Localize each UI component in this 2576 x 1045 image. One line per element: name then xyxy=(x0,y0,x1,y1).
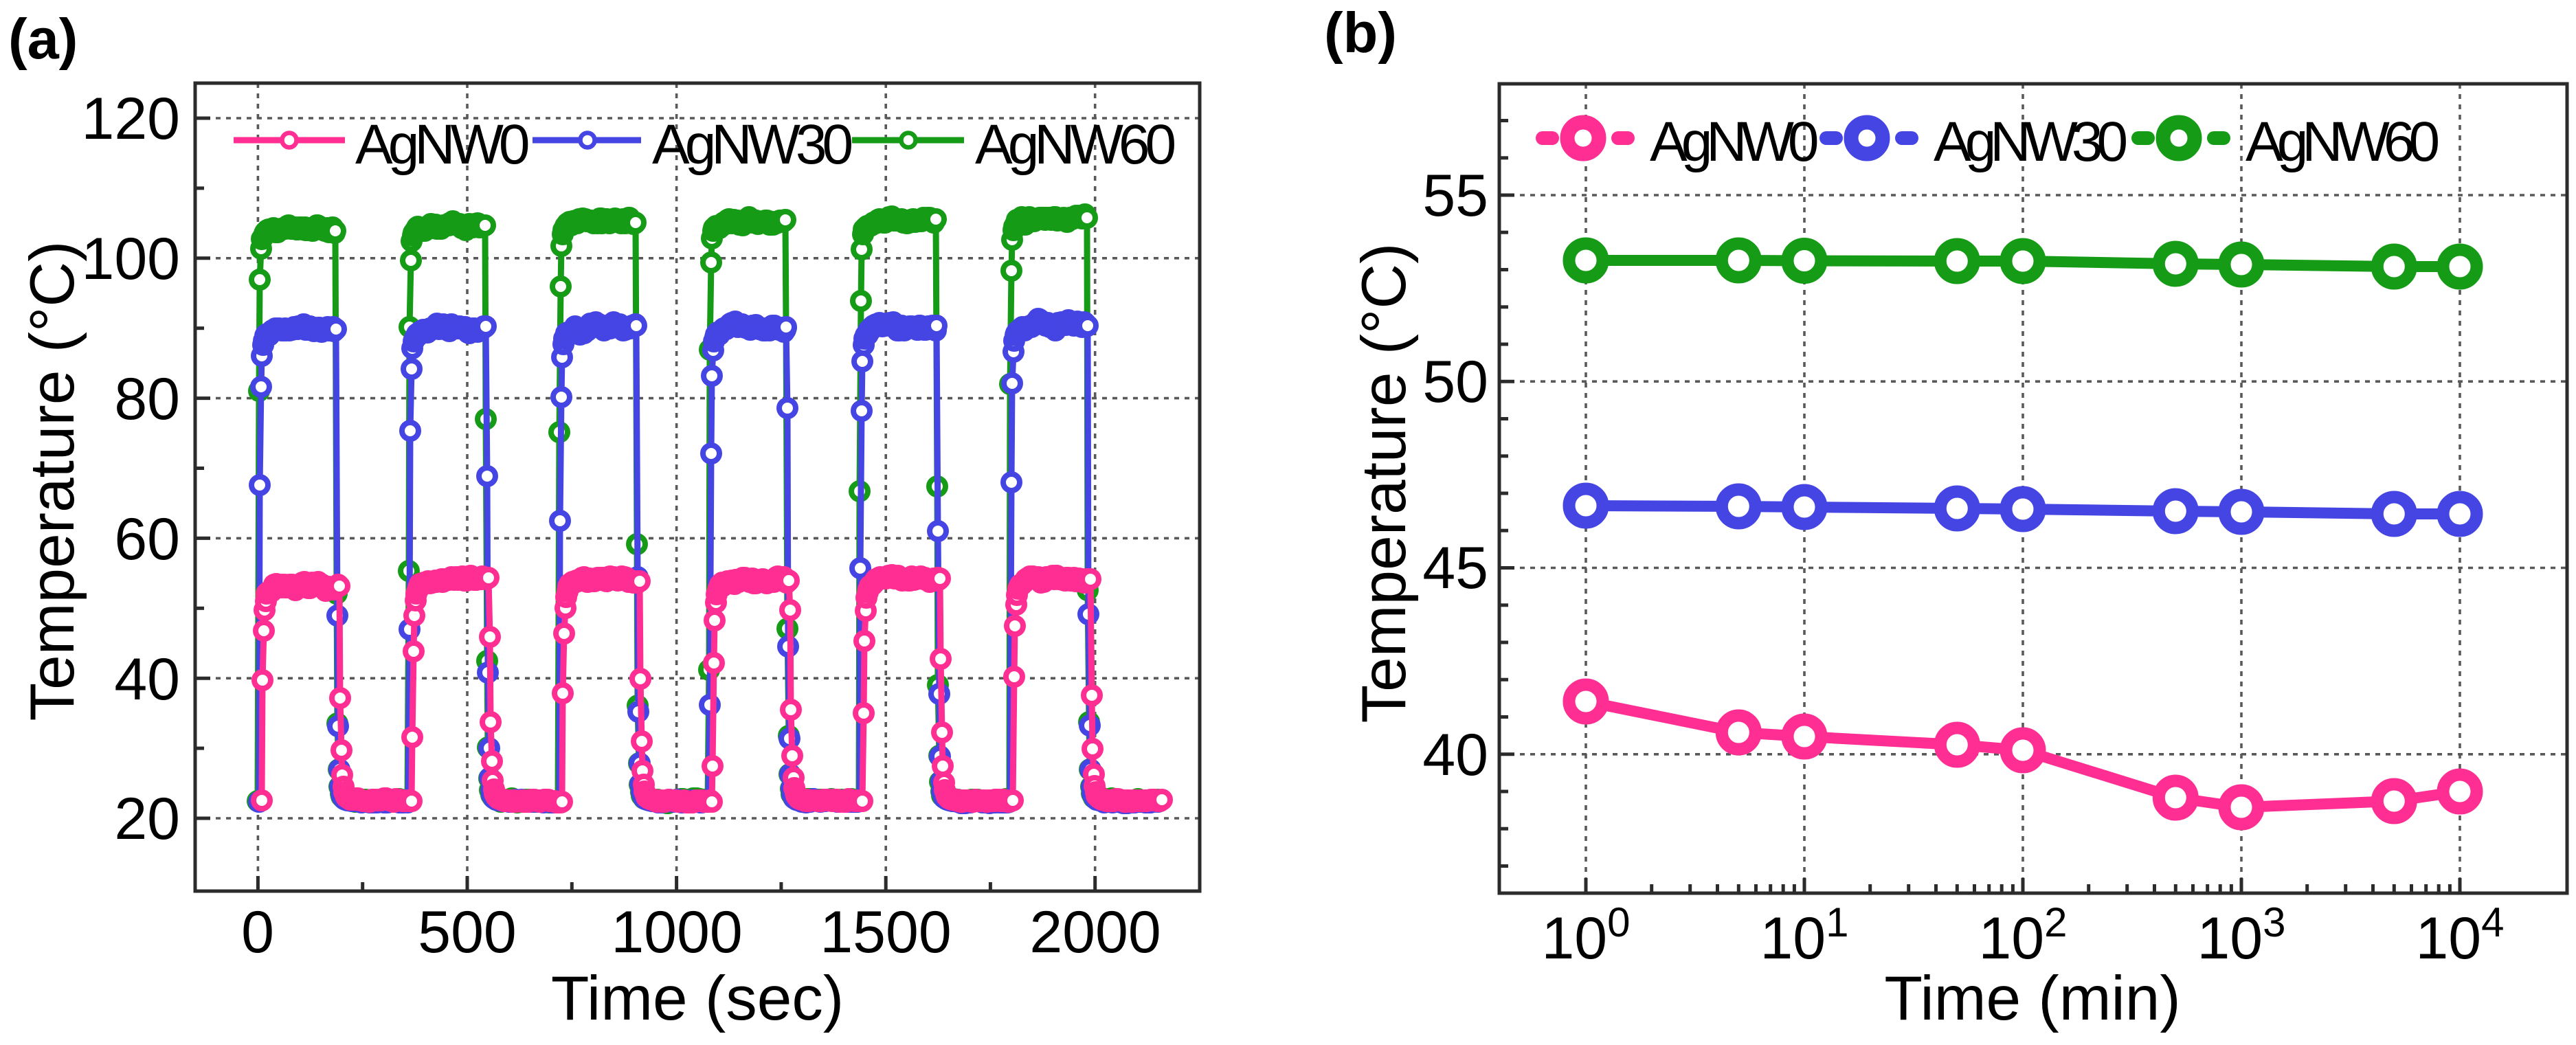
svg-text:102: 102 xyxy=(1978,899,2067,971)
svg-text:60: 60 xyxy=(114,506,180,572)
svg-text:20: 20 xyxy=(114,786,180,852)
svg-text:(a): (a) xyxy=(8,7,78,71)
svg-text:101: 101 xyxy=(1760,899,1848,971)
svg-text:AgNW60: AgNW60 xyxy=(2245,111,2439,173)
svg-text:100: 100 xyxy=(82,226,181,292)
svg-text:55: 55 xyxy=(1422,163,1488,229)
svg-text:40: 40 xyxy=(114,647,180,712)
svg-text:1000: 1000 xyxy=(611,899,742,965)
svg-text:AgNW30: AgNW30 xyxy=(652,113,852,176)
svg-text:1500: 1500 xyxy=(820,899,951,965)
svg-text:45: 45 xyxy=(1422,535,1488,601)
svg-text:104: 104 xyxy=(2415,899,2504,971)
svg-text:0: 0 xyxy=(241,899,274,965)
svg-text:100: 100 xyxy=(1541,899,1630,971)
svg-text:Temperature (°C): Temperature (°C) xyxy=(1349,243,1419,723)
svg-text:50: 50 xyxy=(1422,349,1488,415)
svg-text:Temperature (°C): Temperature (°C) xyxy=(18,241,87,721)
svg-text:80: 80 xyxy=(114,366,180,432)
svg-text:AgNW0: AgNW0 xyxy=(1650,111,1817,173)
svg-text:AgNW60: AgNW60 xyxy=(975,113,1175,176)
svg-text:Time (sec): Time (sec) xyxy=(551,964,844,1033)
svg-text:AgNW30: AgNW30 xyxy=(1934,111,2127,173)
svg-text:Time (min): Time (min) xyxy=(1884,964,2180,1033)
svg-text:40: 40 xyxy=(1422,722,1488,788)
svg-text:120: 120 xyxy=(82,86,181,152)
svg-text:(b): (b) xyxy=(1324,1,1397,65)
svg-text:AgNW0: AgNW0 xyxy=(355,113,528,176)
svg-text:2000: 2000 xyxy=(1029,899,1161,965)
svg-text:103: 103 xyxy=(2197,899,2285,971)
svg-text:500: 500 xyxy=(418,899,517,965)
